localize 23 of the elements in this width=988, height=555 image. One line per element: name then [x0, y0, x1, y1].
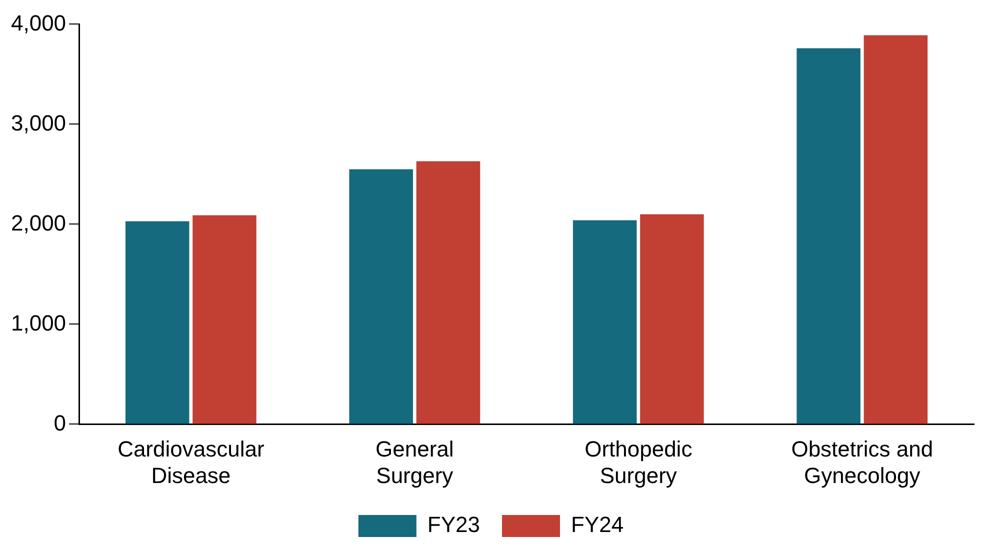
bar — [640, 214, 704, 424]
bar — [349, 169, 413, 424]
bar — [125, 221, 190, 424]
category-label: Disease — [151, 462, 231, 488]
legend-label: FY23 — [427, 512, 480, 538]
category-label: Cardiovascular — [118, 436, 264, 462]
bar — [864, 35, 928, 424]
category-label: Surgery — [376, 462, 454, 488]
y-tick-label: 4,000 — [10, 10, 66, 36]
category-label: Surgery — [600, 462, 677, 488]
bar — [192, 215, 256, 424]
y-tick-label: 1,000 — [10, 310, 66, 336]
y-tick-label: 0 — [54, 410, 66, 436]
category-label: General — [376, 436, 454, 462]
category-label: Obstetrics and — [791, 436, 934, 462]
y-tick-label: 3,000 — [10, 110, 66, 136]
category-label: Orthopedic — [584, 436, 692, 462]
category-label: Gynecology — [804, 462, 920, 488]
legend-label: FY24 — [571, 512, 624, 538]
bar — [796, 48, 860, 424]
bar — [416, 161, 480, 424]
y-tick-label: 2,000 — [10, 210, 66, 236]
bar — [572, 220, 637, 424]
